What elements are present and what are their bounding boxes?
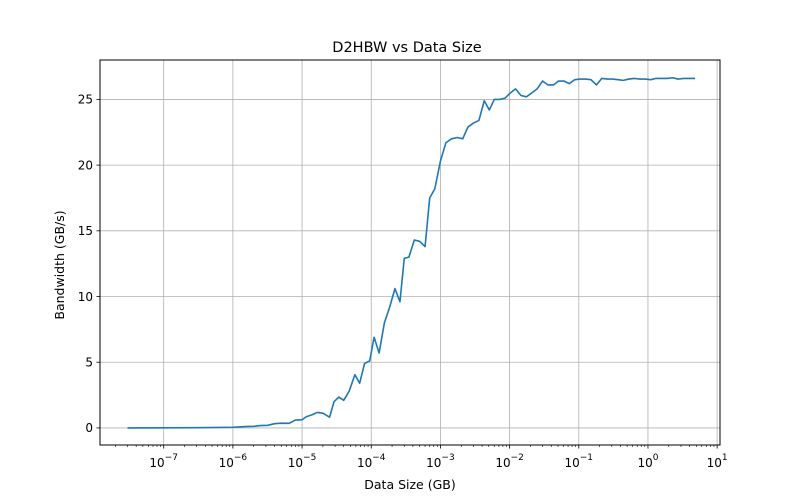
x-tick-label: 10−3 [426,453,455,470]
grid-lines [100,60,720,445]
chart-title: D2HBW vs Data Size [332,40,481,56]
y-axis-label: Bandwidth (GB/s) [52,210,67,319]
x-tick-label: 10−4 [357,453,386,470]
series-layer [127,76,696,429]
x-tick-label: 100 [637,453,658,470]
y-tick-label: 15 [78,224,93,238]
x-axis-label: Data Size (GB) [364,477,455,492]
axes-frame [99,59,721,446]
y-tick-label: 20 [78,158,93,172]
y-tick-label: 0 [85,421,93,435]
x-tick-label: 10−7 [149,453,178,470]
y-tick-label: 25 [78,93,93,107]
x-tick-label: 10−5 [288,453,317,470]
x-tick-label: 10−2 [495,453,524,470]
x-axis-ticks: 10−7 10−6 10−5 10−4 10−3 10−2 10−1 100 101 [115,445,728,470]
y-axis-ticks: 0 5 10 15 20 25 [78,93,100,435]
x-tick-label: 101 [707,453,728,470]
y-tick-label: 5 [85,356,93,370]
x-tick-label: 10−6 [219,453,248,470]
bandwidth-series-line [127,76,696,429]
x-tick-label: 10−1 [564,453,593,470]
y-tick-label: 10 [78,290,93,304]
